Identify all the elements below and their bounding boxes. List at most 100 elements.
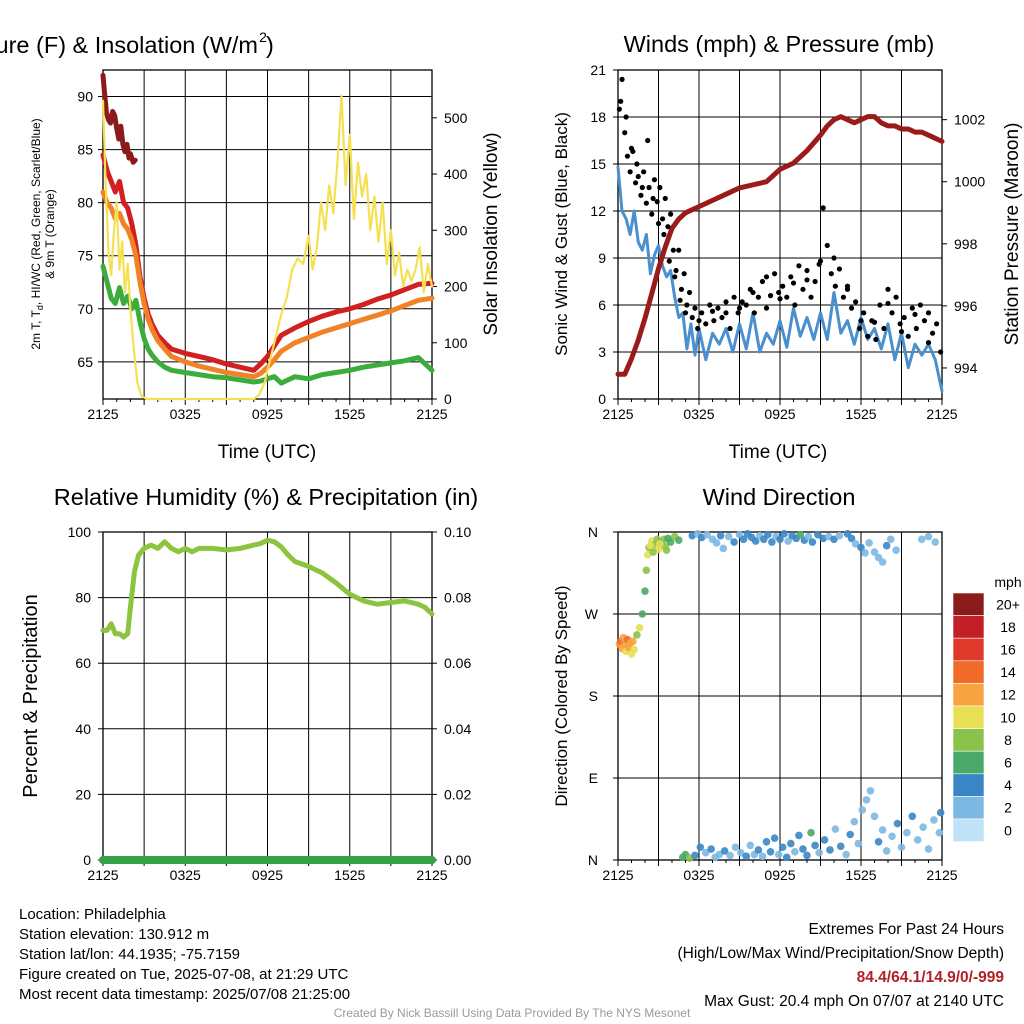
rh-y2tick-label: 0.08 xyxy=(444,590,471,606)
gust-point xyxy=(723,310,729,316)
dir-xtick-label: 1525 xyxy=(845,867,876,883)
direction-point xyxy=(716,531,725,540)
gust-point xyxy=(901,314,907,321)
temp-title-main: Temperature (F) & Insolation (W/m xyxy=(0,32,258,58)
temp-y2tick-label: 300 xyxy=(444,222,468,238)
direction-point xyxy=(649,548,657,556)
colorbar-label: 6 xyxy=(1004,755,1012,771)
direction-point xyxy=(815,848,823,857)
wind-xtick-label: 0325 xyxy=(683,406,714,422)
extremes-title: Extremes For Past 24 Hours xyxy=(808,921,1004,938)
temp-y2label: Solar Insolation (Yellow) xyxy=(481,132,502,335)
direction-point xyxy=(774,850,783,859)
direction-point xyxy=(913,836,922,844)
gust-point xyxy=(897,321,903,327)
direction-point xyxy=(919,823,927,831)
colorbar-label: 2 xyxy=(1004,800,1012,816)
direction-point xyxy=(935,828,944,837)
direction-point xyxy=(862,796,871,804)
rh-y2tick-label: 0.04 xyxy=(444,721,471,737)
gust-point xyxy=(912,311,918,317)
dir-ytick-label: E xyxy=(589,770,598,786)
direction-point xyxy=(897,843,906,852)
direction-point xyxy=(931,538,940,546)
temp-ylabel-rest: , HI/WC (Red, Green, Scarlet/Blue) xyxy=(29,118,43,305)
direction-point xyxy=(719,544,728,553)
direction-point xyxy=(903,828,911,837)
rh-ytick-label: 100 xyxy=(68,524,92,540)
dir-xtick-label: 0325 xyxy=(683,867,714,883)
direction-point xyxy=(796,530,805,539)
direction-point xyxy=(842,850,850,859)
gust-point xyxy=(641,169,647,175)
gust-point xyxy=(666,258,672,264)
wind-title: Winds (mph) & Pressure (mb) xyxy=(624,31,935,57)
gust-point xyxy=(646,184,652,191)
dir-ytick-label: N xyxy=(588,852,598,868)
gust-point xyxy=(623,114,629,120)
direction-point xyxy=(674,536,683,544)
direction-point xyxy=(712,539,721,547)
direction-point xyxy=(778,843,787,852)
dir-title: Wind Direction xyxy=(703,484,856,510)
colorbar-label: 20+ xyxy=(996,596,1020,612)
rh-line xyxy=(100,537,435,640)
gust-point xyxy=(763,274,770,280)
wind-ytick-label: 3 xyxy=(598,344,606,360)
temp-y2tick-label: 400 xyxy=(444,166,468,182)
gust-point xyxy=(905,333,911,339)
gust-point xyxy=(871,319,878,325)
colorbar-swatch xyxy=(952,592,985,616)
direction-point xyxy=(820,836,829,844)
direction-point xyxy=(720,847,729,855)
gust-point xyxy=(909,305,915,311)
wind-ytick-label: 9 xyxy=(598,250,606,266)
direction-point xyxy=(882,541,891,550)
direction-point xyxy=(857,543,865,552)
temp-xtick-label: 1525 xyxy=(334,406,365,422)
gust-point xyxy=(831,255,837,261)
direction-point xyxy=(724,532,733,541)
credit-text: Created By Nick Bassill Using Data Provi… xyxy=(333,1006,691,1020)
gust-point xyxy=(796,263,802,269)
gust-point xyxy=(661,231,667,238)
direction-point xyxy=(854,839,863,848)
direction-point xyxy=(870,812,879,821)
dir-ytick-label: N xyxy=(588,524,598,540)
gust-point xyxy=(750,289,756,296)
direction-point xyxy=(782,853,791,862)
gust-point xyxy=(678,286,685,292)
colorbar-label: 10 xyxy=(1000,709,1016,725)
direction-point xyxy=(878,826,887,834)
wind-y2tick-label: 998 xyxy=(954,236,978,252)
direction-point xyxy=(701,848,710,857)
direction-point xyxy=(924,532,933,541)
colorbar-label: 14 xyxy=(1000,664,1016,680)
gust-point xyxy=(893,294,899,300)
gust-point xyxy=(925,310,932,316)
direction-point xyxy=(917,535,926,544)
wind-xlabel: Time (UTC) xyxy=(729,442,828,463)
direction-point xyxy=(807,828,815,837)
rh-xtick-label: 0925 xyxy=(252,867,283,883)
gust-point xyxy=(695,325,701,332)
gust-point xyxy=(800,286,806,292)
rh-xtick-label: 0325 xyxy=(170,867,201,883)
colorbar-swatch xyxy=(952,750,985,775)
direction-point xyxy=(726,851,734,860)
direction-point xyxy=(642,566,651,575)
gust-point xyxy=(622,130,628,136)
direction-point xyxy=(630,645,638,654)
temp-ylabel-2: & 9m T (Orange) xyxy=(43,189,57,279)
direction-point xyxy=(662,546,671,555)
direction-point xyxy=(826,846,834,854)
temp-y2tick-label: 200 xyxy=(444,279,468,295)
direction-point xyxy=(888,832,896,841)
gust-point xyxy=(817,258,824,264)
temp-y2tick-label: 0 xyxy=(444,391,452,407)
gust-point xyxy=(780,283,786,289)
gust-point xyxy=(792,302,798,308)
direction-point xyxy=(814,530,822,539)
rh-y2tick-label: 0.06 xyxy=(444,655,471,671)
direction-point xyxy=(666,538,675,546)
